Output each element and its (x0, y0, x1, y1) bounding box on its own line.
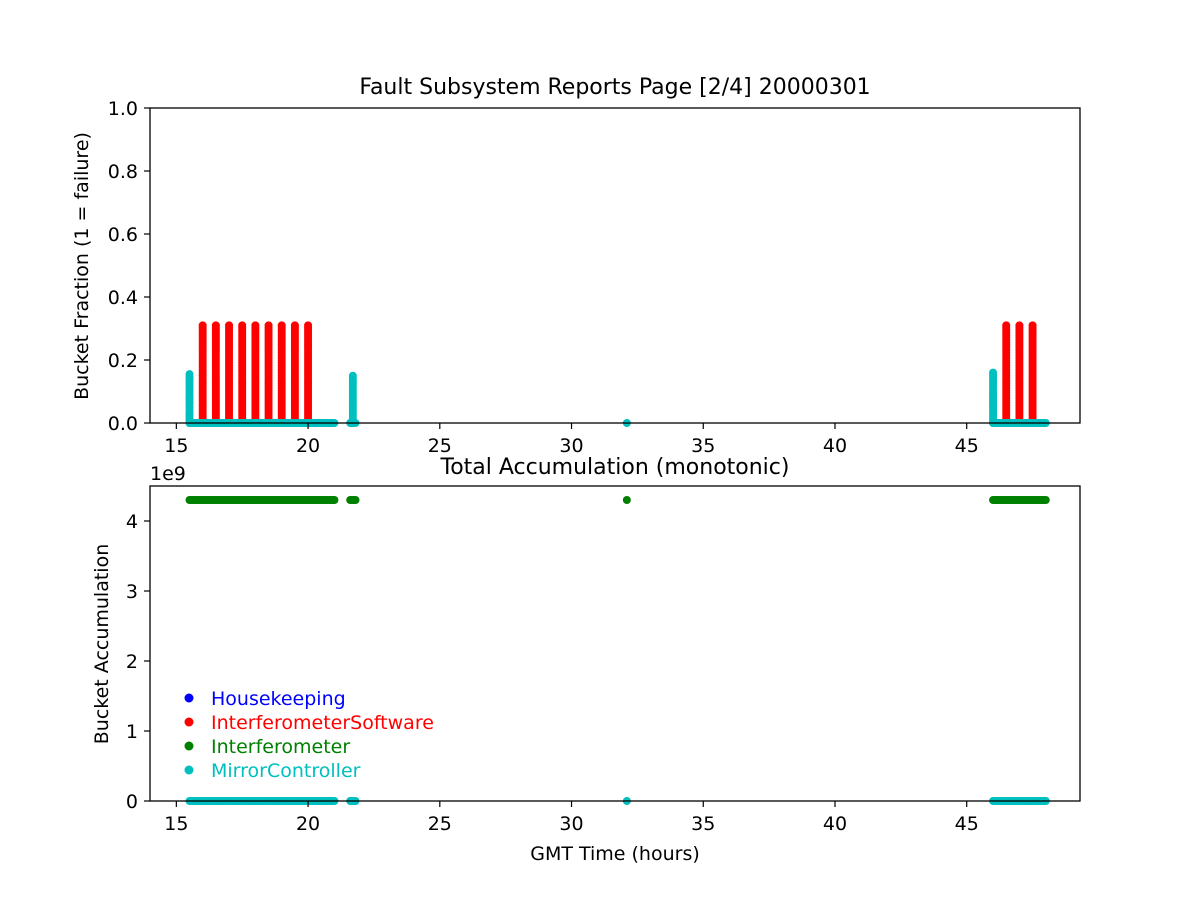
accumulation-y-ticks: 0 1 2 3 4 (126, 511, 150, 813)
fraction-x-tick-label: 20 (296, 435, 320, 457)
interferometer-point (330, 496, 339, 504)
legend-marker-interferometer-software (184, 717, 194, 727)
legend-label-interferometer: Interferometer (211, 736, 350, 758)
legend-marker-housekeeping (184, 693, 194, 703)
mirror-controller-point (185, 370, 194, 379)
interferometer-software-point (1002, 321, 1011, 330)
accumulation-y-axis-label: Bucket Accumulation (91, 544, 113, 745)
fraction-x-tick-label: 35 (691, 435, 715, 457)
fraction-y-tick-label: 0.0 (108, 413, 138, 435)
accumulation-x-tick-label: 30 (559, 813, 583, 835)
fraction-x-tick-label: 30 (559, 435, 583, 457)
interferometer-software-point (277, 321, 286, 330)
fraction-x-tick-label: 25 (428, 435, 452, 457)
interferometer-software-point (211, 321, 220, 330)
mirror-controller-point (989, 368, 998, 377)
legend: HousekeepingInterferometerSoftwareInterf… (184, 688, 434, 782)
fraction-y-axis-label: Bucket Fraction (1 = failure) (71, 132, 93, 400)
accumulation-x-ticks: 15 20 25 30 35 40 45 (164, 801, 979, 835)
accumulation-y-tick-label: 3 (126, 581, 138, 603)
legend-marker-interferometer (184, 741, 194, 751)
fraction-marks (185, 321, 1050, 427)
interferometer-software-point (290, 321, 299, 330)
interferometer-software-point (304, 321, 313, 330)
fraction-y-tick-label: 0.4 (108, 287, 138, 309)
accumulation-y-tick-label: 1 (126, 721, 138, 743)
interferometer-point (1041, 496, 1050, 504)
accumulation-y-tick-label: 4 (126, 511, 138, 533)
legend-label-mirror-controller: MirrorController (211, 760, 361, 782)
interferometer-software-point (251, 321, 260, 330)
series-interferometer-software (198, 321, 1037, 427)
fraction-x-tick-label: 15 (164, 435, 188, 457)
interferometer-software-point (225, 321, 234, 330)
accumulation-x-tick-label: 15 (164, 813, 188, 835)
series-mirror-controller (185, 368, 1050, 427)
legend-label-interferometer-software: InterferometerSoftware (211, 712, 434, 734)
interferometer-software-point (1015, 321, 1024, 330)
fraction-x-tick-label: 40 (823, 435, 847, 457)
interferometer-software-point (1028, 321, 1037, 330)
accumulation-x-tick-label: 40 (823, 813, 847, 835)
fraction-plot-frame (149, 107, 1081, 424)
interferometer-point (351, 496, 360, 504)
fraction-y-tick-label: 1.0 (108, 98, 138, 120)
mirror-controller-point (348, 371, 357, 380)
legend-label-housekeeping: Housekeeping (211, 688, 346, 710)
accumulation-x-tick-label: 25 (428, 813, 452, 835)
accumulation-plot-frame (149, 485, 1081, 802)
interferometer-software-point (238, 321, 247, 330)
accumulation-panel: Total Accumulation (monotonic) 1e9 Bucke… (91, 455, 1081, 865)
fraction-panel: Fault Subsystem Reports Page [2/4] 20000… (71, 75, 1081, 457)
fraction-y-tick-label: 0.8 (108, 161, 138, 183)
interferometer-software-point (198, 321, 207, 330)
accumulation-y-tick-label: 0 (126, 791, 138, 813)
fraction-y-tick-label: 0.6 (108, 224, 138, 246)
accumulation-y-tick-label: 2 (126, 651, 138, 673)
legend-marker-mirror-controller (184, 765, 194, 775)
accumulation-x-tick-label: 35 (691, 813, 715, 835)
accumulation-x-axis-label: GMT Time (hours) (530, 843, 700, 865)
fraction-y-tick-label: 0.2 (108, 350, 138, 372)
accumulation-y-offset-label: 1e9 (150, 463, 186, 485)
fraction-chart-title: Fault Subsystem Reports Page [2/4] 20000… (359, 75, 870, 100)
accumulation-x-tick-label: 20 (296, 813, 320, 835)
series-interferometer (185, 496, 1050, 504)
interferometer-point (622, 496, 631, 504)
accumulation-chart-title: Total Accumulation (monotonic) (440, 455, 790, 480)
accumulation-x-tick-label: 45 (955, 813, 979, 835)
fraction-x-tick-label: 45 (955, 435, 979, 457)
interferometer-software-point (264, 321, 273, 330)
fraction-x-ticks: 15 20 25 30 35 40 45 (164, 423, 979, 457)
fraction-y-ticks: 0.0 0.2 0.4 0.6 0.8 1.0 (108, 98, 150, 435)
